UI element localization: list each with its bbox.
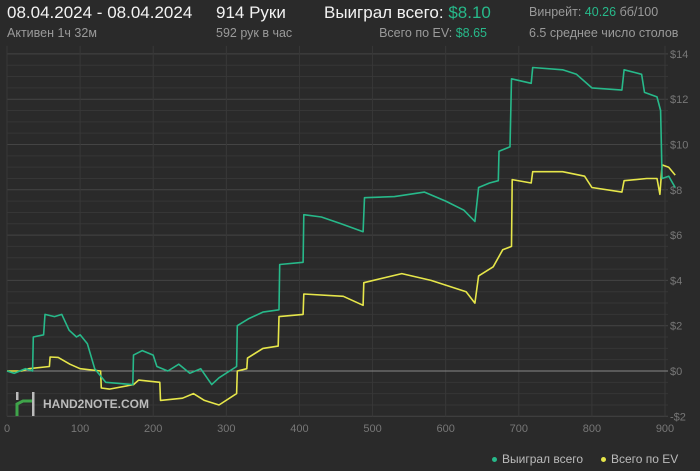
won-total-label: Выиграл всего: [324,3,444,22]
hands-count: 914 Руки [216,3,286,22]
hand2note-logo-icon [15,392,35,416]
y-tick-label: -$2 [670,411,686,423]
x-tick-label: 700 [510,423,528,435]
legend-item-won[interactable]: Выиграл всего [492,452,583,466]
avg-tables: 6.5 среднее число столов [529,26,679,40]
x-tick-label: 800 [583,423,601,435]
legend-label: Выиграл всего [502,452,584,466]
y-tick-label: $4 [670,275,682,287]
series-line-won [6,66,676,386]
ev-total: Всего по EV: $8.65 [379,26,487,40]
y-tick-label: $14 [670,49,688,61]
series-line-ev [7,164,676,406]
legend-label: Всего по EV [611,452,679,466]
hands-per-hour: 592 рук в час [216,26,293,40]
legend-dot [601,457,606,463]
x-tick-label: 500 [363,423,381,435]
x-tick-label: 400 [290,423,308,435]
legend-item-ev[interactable]: Всего по EV [601,452,678,466]
x-tick-label: 900 [656,423,674,435]
won-total-value: $8.10 [448,3,491,22]
won-total: Выиграл всего: $8.10 [324,3,491,23]
ev-total-label: Всего по EV: [379,26,453,40]
date-range: 08.04.2024 - 08.04.2024 [7,3,193,22]
winrate-value: 40.26 [584,5,617,19]
x-tick-label: 0 [4,423,10,435]
y-tick-label: $10 [670,140,688,152]
x-tick-label: 300 [217,423,235,435]
active-time: Активен 1ч 32м [7,26,97,40]
x-tick-label: 100 [71,423,89,435]
watermark: HAND2NOTE.COM [15,392,149,416]
y-tick-label: $6 [670,230,682,242]
x-tick-label: 600 [436,423,454,435]
winrate-label: Винрейт: [529,5,582,19]
x-tick-label: 200 [144,423,162,435]
ev-total-value: $8.65 [455,26,487,40]
y-tick-label: $12 [670,94,688,106]
winrate: Винрейт: 40.26 бб/100 [529,5,658,19]
legend-dot [492,457,497,463]
y-tick-label: $2 [670,321,682,333]
y-tick-label: $0 [670,366,682,378]
y-tick-label: $8 [670,185,682,197]
watermark-text: HAND2NOTE.COM [43,397,150,411]
winrate-unit: бб/100 [619,5,659,19]
